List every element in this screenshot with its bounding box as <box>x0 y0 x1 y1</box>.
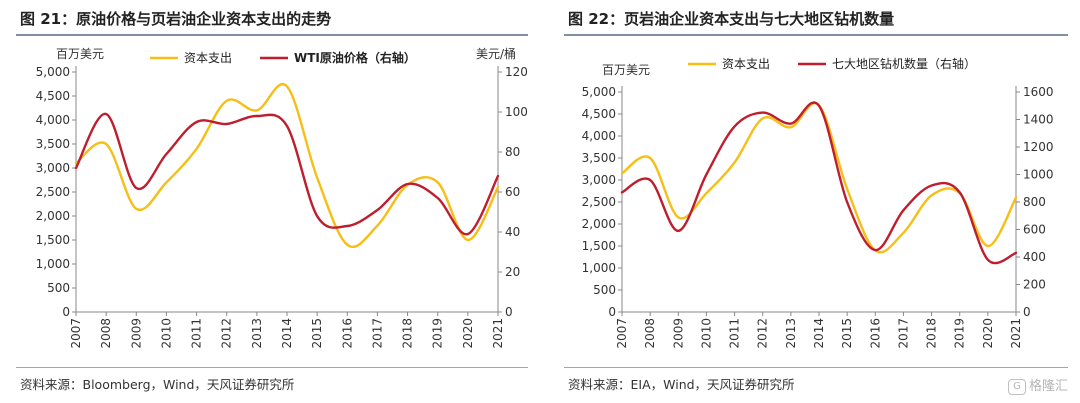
y-tick-label-left: 4,500 <box>36 89 70 103</box>
y-tick-label-left: 2,000 <box>36 209 70 223</box>
y-tick-label-right: 1000 <box>1023 168 1054 182</box>
y-tick-label-left: 500 <box>47 281 70 295</box>
x-tick-label: 2019 <box>431 318 445 349</box>
y-tick-label-left: 4,000 <box>36 113 70 127</box>
x-tick-label: 2011 <box>728 318 742 349</box>
x-tick-label: 2008 <box>99 318 113 349</box>
x-tick-label: 2013 <box>250 318 264 349</box>
x-tick-label: 2015 <box>310 318 324 349</box>
y-tick-label-right: 100 <box>505 105 528 119</box>
x-tick-label: 2011 <box>190 318 204 349</box>
x-tick-label: 2021 <box>491 318 505 349</box>
left-axis-unit: 百万美元 <box>56 47 104 61</box>
source-note: 资料来源：Bloomberg，Wind，天风证券研究所 <box>20 377 295 392</box>
x-tick-label: 2009 <box>129 318 143 349</box>
y-tick-label-left: 0 <box>608 305 616 319</box>
y-tick-label-right: 40 <box>505 225 520 239</box>
x-tick-label: 2020 <box>981 318 995 349</box>
title-divider <box>16 34 528 36</box>
y-tick-label-left: 1,500 <box>582 239 616 253</box>
y-tick-label-left: 4,500 <box>582 107 616 121</box>
y-tick-label-right: 800 <box>1023 195 1046 209</box>
y-tick-label-right: 200 <box>1023 278 1046 292</box>
y-tick-label-left: 2,000 <box>582 217 616 231</box>
y-tick-label-right: 1200 <box>1023 140 1054 154</box>
y-tick-label-right: 1400 <box>1023 113 1054 127</box>
series-line <box>74 112 500 236</box>
x-tick-label: 2017 <box>370 318 384 349</box>
left-axis-unit: 百万美元 <box>602 63 650 77</box>
x-tick-label: 2014 <box>280 318 294 349</box>
y-tick-label-left: 3,000 <box>582 173 616 187</box>
y-tick-label-left: 1,000 <box>36 257 70 271</box>
y-tick-label-right: 80 <box>505 145 520 159</box>
x-tick-label: 2014 <box>812 318 826 349</box>
legend-label: WTI原油价格（右轴） <box>294 50 416 65</box>
title-divider <box>564 34 1068 36</box>
x-tick-label: 2021 <box>1009 318 1023 349</box>
x-tick-label: 2008 <box>643 318 657 349</box>
y-tick-label-right: 400 <box>1023 250 1046 264</box>
watermark-text: 格隆汇 <box>1028 379 1068 394</box>
source-divider <box>564 367 1068 368</box>
x-tick-label: 2010 <box>159 318 173 349</box>
x-tick-label: 2016 <box>340 318 354 349</box>
y-tick-label-right: 60 <box>505 185 520 199</box>
y-tick-label-right: 0 <box>1023 305 1031 319</box>
x-tick-label: 2020 <box>461 318 475 349</box>
chart-title: 图 22：页岩油企业资本支出与七大地区钻机数量 <box>568 10 895 28</box>
x-tick-label: 2013 <box>784 318 798 349</box>
source-note: 资料来源：EIA，Wind，天风证券研究所 <box>568 377 795 392</box>
x-tick-label: 2009 <box>671 318 685 349</box>
y-tick-label-left: 1,000 <box>582 261 616 275</box>
y-tick-label-left: 0 <box>62 305 70 319</box>
y-tick-label-left: 1,500 <box>36 233 70 247</box>
x-tick-label: 2007 <box>615 318 629 349</box>
legend-label: 资本支出 <box>184 51 232 65</box>
line-chart-capex-rig-count: 0 500 1,000 1,500 2,000 2,500 3,000 3,500 4,000 4… <box>582 56 1054 349</box>
y-tick-label-right: 120 <box>505 65 528 79</box>
source-divider <box>16 367 528 368</box>
watermark-logo-icon: G <box>1007 378 1026 395</box>
series-line <box>74 82 500 248</box>
y-tick-label-right: 1600 <box>1023 85 1054 99</box>
x-tick-label: 2012 <box>220 318 234 349</box>
y-tick-label-right: 600 <box>1023 223 1046 237</box>
x-tick-label: 2016 <box>868 318 882 349</box>
y-tick-label-left: 3,500 <box>36 137 70 151</box>
series-line <box>620 101 1018 265</box>
y-tick-label-left: 5,000 <box>582 85 616 99</box>
watermark: G 格隆汇 <box>1007 375 1068 395</box>
x-tick-label: 2010 <box>699 318 713 349</box>
chart-title: 图 21：原油价格与页岩油企业资本支出的走势 <box>20 10 332 28</box>
y-tick-label-right: 0 <box>505 305 513 319</box>
y-tick-label-left: 500 <box>593 283 616 297</box>
y-tick-label-left: 2,500 <box>36 185 70 199</box>
chart-panel-right: 图 22：页岩油企业资本支出与七大地区钻机数量 0 500 1,000 1,500 2,… <box>548 0 1080 403</box>
x-tick-label: 2015 <box>840 318 854 349</box>
legend-label: 资本支出 <box>722 57 770 71</box>
y-tick-label-left: 5,000 <box>36 65 70 79</box>
y-tick-label-left: 2,500 <box>582 195 616 209</box>
y-tick-label-left: 3,000 <box>36 161 70 175</box>
chart-panel-left: 图 21：原油价格与页岩油企业资本支出的走势 0 500 1,000 1,500 2,0… <box>16 10 528 392</box>
x-tick-label: 2018 <box>925 318 939 349</box>
y-tick-label-left: 3,500 <box>582 151 616 165</box>
x-tick-label: 2017 <box>896 318 910 349</box>
x-tick-label: 2019 <box>953 318 967 349</box>
y-tick-label-left: 4,000 <box>582 129 616 143</box>
legend-label: 七大地区钻机数量（右轴） <box>832 56 976 71</box>
x-tick-label: 2007 <box>69 318 83 349</box>
x-tick-label: 2018 <box>401 318 415 349</box>
line-chart-crude-oil-capex: 0 500 1,000 1,500 2,000 2,500 3,000 3,500 4,000 4… <box>36 46 528 349</box>
x-tick-label: 2012 <box>756 318 770 349</box>
y-tick-label-right: 20 <box>505 265 520 279</box>
right-axis-unit: 美元/桶 <box>476 46 516 61</box>
